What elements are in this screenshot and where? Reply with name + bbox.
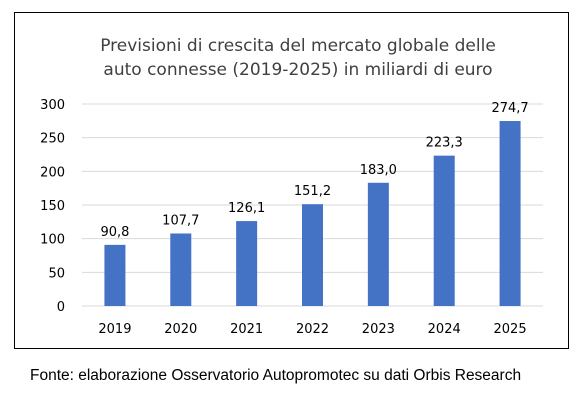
bar [499,121,521,306]
x-tick-label: 2020 [164,322,197,337]
bar [170,233,192,306]
y-axis-ticks: 0 50 100 150 200 250 300 [40,98,65,315]
bar [302,204,323,306]
bars [104,121,521,306]
data-label: 183,0 [360,163,397,178]
x-tick-label: 2025 [494,322,527,337]
data-label: 107,7 [162,213,199,228]
bar [236,221,258,306]
x-axis-ticks: 2019 2020 2021 2022 2023 2024 2025 [98,322,526,337]
bar-chart: Previsioni di crescita del mercato globa… [40,36,543,337]
y-tick-label: 0 [57,300,65,315]
y-tick-label: 100 [40,233,65,248]
data-label: 223,3 [426,136,463,151]
y-tick-label: 200 [40,165,65,180]
data-label: 274,7 [491,101,528,116]
data-label: 90,8 [100,225,129,240]
chart-frame: Previsioni di crescita del mercato globa… [14,12,569,349]
chart-title-line-2: auto connesse (2019-2025) in miliardi di… [103,60,492,80]
x-tick-label: 2023 [362,322,395,337]
source-caption: Fonte: elaborazione Osservatorio Autopro… [30,367,522,384]
x-tick-label: 2021 [230,322,263,337]
x-tick-label: 2022 [296,322,329,337]
bar [104,244,126,306]
x-tick-label: 2019 [98,322,131,337]
chart-title-line-1: Previsioni di crescita del mercato globa… [100,36,496,56]
bar [367,182,389,306]
y-tick-label: 50 [48,266,65,281]
y-tick-label: 250 [40,132,65,147]
x-tick-label: 2024 [428,322,461,337]
data-labels: 90,8 107,7 126,1 151,2 183,0 223,3 274,7 [100,101,528,240]
y-tick-label: 300 [40,98,65,113]
y-tick-label: 150 [40,199,65,214]
bar [433,155,455,306]
data-label: 126,1 [228,201,265,216]
data-label: 151,2 [294,184,331,199]
